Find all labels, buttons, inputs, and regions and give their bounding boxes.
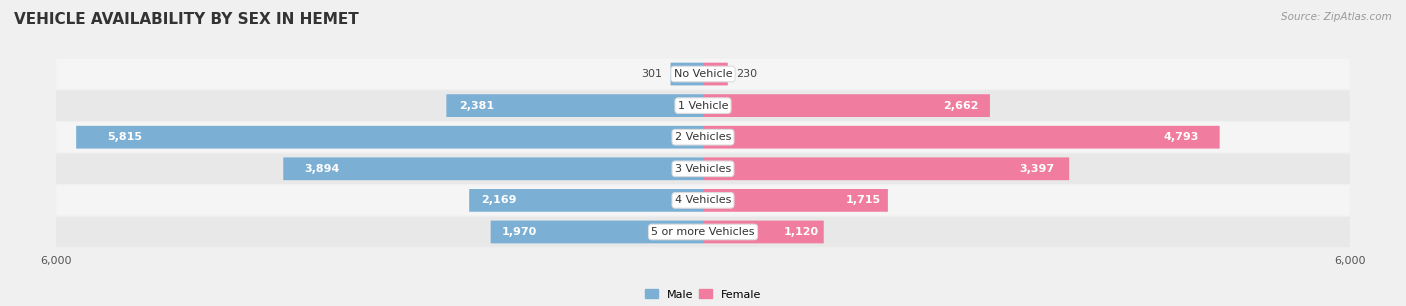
FancyBboxPatch shape bbox=[470, 189, 703, 212]
Text: 3 Vehicles: 3 Vehicles bbox=[675, 164, 731, 174]
FancyBboxPatch shape bbox=[703, 157, 1069, 180]
FancyBboxPatch shape bbox=[56, 217, 1350, 247]
Text: 2,381: 2,381 bbox=[460, 101, 495, 111]
Text: 4 Vehicles: 4 Vehicles bbox=[675, 195, 731, 205]
FancyBboxPatch shape bbox=[56, 185, 1350, 215]
FancyBboxPatch shape bbox=[446, 94, 703, 117]
FancyBboxPatch shape bbox=[56, 59, 1350, 89]
FancyBboxPatch shape bbox=[56, 122, 1350, 152]
Text: 1 Vehicle: 1 Vehicle bbox=[678, 101, 728, 111]
FancyBboxPatch shape bbox=[703, 189, 887, 212]
Text: VEHICLE AVAILABILITY BY SEX IN HEMET: VEHICLE AVAILABILITY BY SEX IN HEMET bbox=[14, 12, 359, 27]
FancyBboxPatch shape bbox=[703, 126, 1219, 149]
FancyBboxPatch shape bbox=[283, 157, 703, 180]
Text: 1,715: 1,715 bbox=[845, 195, 880, 205]
Text: 3,397: 3,397 bbox=[1019, 164, 1054, 174]
FancyBboxPatch shape bbox=[76, 126, 703, 149]
Text: 2,169: 2,169 bbox=[481, 195, 516, 205]
FancyBboxPatch shape bbox=[703, 221, 824, 243]
FancyBboxPatch shape bbox=[703, 63, 728, 85]
Legend: Male, Female: Male, Female bbox=[640, 285, 766, 304]
Text: 2,662: 2,662 bbox=[943, 101, 979, 111]
Text: 3,894: 3,894 bbox=[304, 164, 340, 174]
Text: 1,970: 1,970 bbox=[502, 227, 537, 237]
Text: 1,120: 1,120 bbox=[783, 227, 818, 237]
FancyBboxPatch shape bbox=[56, 91, 1350, 121]
Text: No Vehicle: No Vehicle bbox=[673, 69, 733, 79]
FancyBboxPatch shape bbox=[671, 63, 703, 85]
Text: 2 Vehicles: 2 Vehicles bbox=[675, 132, 731, 142]
FancyBboxPatch shape bbox=[491, 221, 703, 243]
Text: 230: 230 bbox=[737, 69, 758, 79]
FancyBboxPatch shape bbox=[703, 94, 990, 117]
Text: Source: ZipAtlas.com: Source: ZipAtlas.com bbox=[1281, 12, 1392, 22]
Text: 5 or more Vehicles: 5 or more Vehicles bbox=[651, 227, 755, 237]
Text: 5,815: 5,815 bbox=[107, 132, 142, 142]
FancyBboxPatch shape bbox=[56, 154, 1350, 184]
Text: 301: 301 bbox=[641, 69, 662, 79]
Text: 4,793: 4,793 bbox=[1164, 132, 1199, 142]
